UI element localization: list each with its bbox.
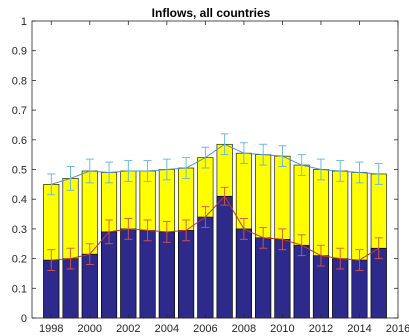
- errorbar-total-2004: [162, 158, 171, 181]
- errorbar-total-2005: [182, 157, 191, 179]
- x-tick-label: 2004: [155, 323, 179, 335]
- errorbar-bottom-2000: [85, 243, 94, 265]
- errorbar-total-2013: [336, 160, 345, 182]
- errorbar-bottom-2014: [355, 249, 364, 271]
- x-tick-label: 2008: [232, 323, 256, 335]
- y-tick-label: 1: [21, 16, 27, 28]
- errorbar-total-2000: [85, 158, 94, 184]
- bar-bottom-2009: [255, 237, 272, 319]
- errorbar-total-2008: [239, 142, 248, 165]
- x-tick-label: 1998: [39, 323, 63, 335]
- x-tick-label: 2010: [270, 323, 294, 335]
- errorbar-bottom-2005: [182, 219, 191, 242]
- bar-bottom-2011: [293, 244, 310, 319]
- errorbar-total-2014: [355, 161, 364, 184]
- y-tick-label: 0.1: [12, 283, 27, 295]
- errorbar-bottom-1998: [47, 249, 56, 271]
- errorbar-total-1999: [66, 166, 75, 191]
- bar-bottom-2008: [235, 228, 252, 319]
- errorbar-total-2007: [220, 133, 229, 156]
- errorbar-bottom-2006: [201, 206, 210, 228]
- y-tick-label: 0.6: [12, 135, 27, 147]
- x-tick-label: 2006: [193, 323, 217, 335]
- chart-title: Inflows, all countries: [152, 6, 271, 20]
- errorbar-bottom-1999: [66, 247, 75, 270]
- errorbar-bottom-2015: [374, 237, 383, 260]
- x-tick-label: 2000: [78, 323, 102, 335]
- bar-bottom-2006: [197, 216, 214, 319]
- errorbar-total-1998: [47, 173, 56, 196]
- errorbar-bottom-2011: [297, 234, 306, 257]
- lines-layer: [47, 133, 383, 271]
- y-tick-label: 0: [21, 313, 27, 325]
- series-line-bottom: [51, 195, 379, 261]
- errorbar-total-2015: [374, 163, 383, 185]
- bar-bottom-2007: [216, 195, 233, 319]
- errorbar-bottom-2002: [124, 218, 133, 240]
- errorbar-bottom-2004: [162, 221, 171, 243]
- errorbar-total-2002: [124, 160, 133, 182]
- errorbar-bottom-2003: [143, 219, 152, 242]
- y-tick-label: 0.3: [12, 224, 27, 236]
- axes-layer: 0 0.1 0.2 0.3 0.4 0.5 0.6 0.7 0.8 0.9 1 1998 2000 200…: [12, 16, 409, 335]
- series-line-total: [51, 143, 379, 185]
- errorbar-total-2011: [297, 154, 306, 176]
- y-tick-label: 0.7: [12, 105, 27, 117]
- x-tick-label: 2016: [386, 323, 409, 335]
- y-tick-label: 0.4: [12, 194, 27, 206]
- errorbar-bottom-2009: [259, 226, 268, 249]
- errorbar-total-2001: [105, 161, 114, 184]
- errorbar-bottom-2008: [239, 218, 248, 240]
- bar-bottom-2010: [274, 238, 291, 319]
- x-tick-label: 2012: [309, 323, 333, 335]
- errorbar-total-2006: [201, 146, 210, 169]
- errorbar-bottom-2010: [278, 228, 287, 251]
- x-tick-label: 2002: [116, 323, 140, 335]
- errorbar-total-2003: [143, 160, 152, 182]
- y-tick-label: 0.5: [12, 165, 27, 177]
- x-tick-label: 2014: [347, 323, 371, 335]
- bar-bottom-2001: [101, 231, 118, 319]
- bar-bottom-2004: [158, 231, 175, 319]
- errorbar-total-2009: [259, 143, 268, 166]
- y-tick-label: 0.2: [12, 254, 27, 266]
- errorbar-bottom-2007: [220, 186, 229, 206]
- bar-bottom-2003: [139, 230, 156, 319]
- y-tick-label: 0.9: [12, 46, 27, 58]
- errorbar-total-2012: [316, 158, 325, 181]
- errorbar-total-2010: [278, 145, 287, 167]
- errorbar-bottom-2001: [105, 219, 114, 245]
- bar-bottom-2005: [178, 230, 195, 319]
- errorbar-bottom-2012: [316, 244, 325, 267]
- bar-bottom-2002: [120, 228, 137, 319]
- errorbar-bottom-2013: [336, 247, 345, 270]
- y-tick-label: 0.8: [12, 75, 27, 87]
